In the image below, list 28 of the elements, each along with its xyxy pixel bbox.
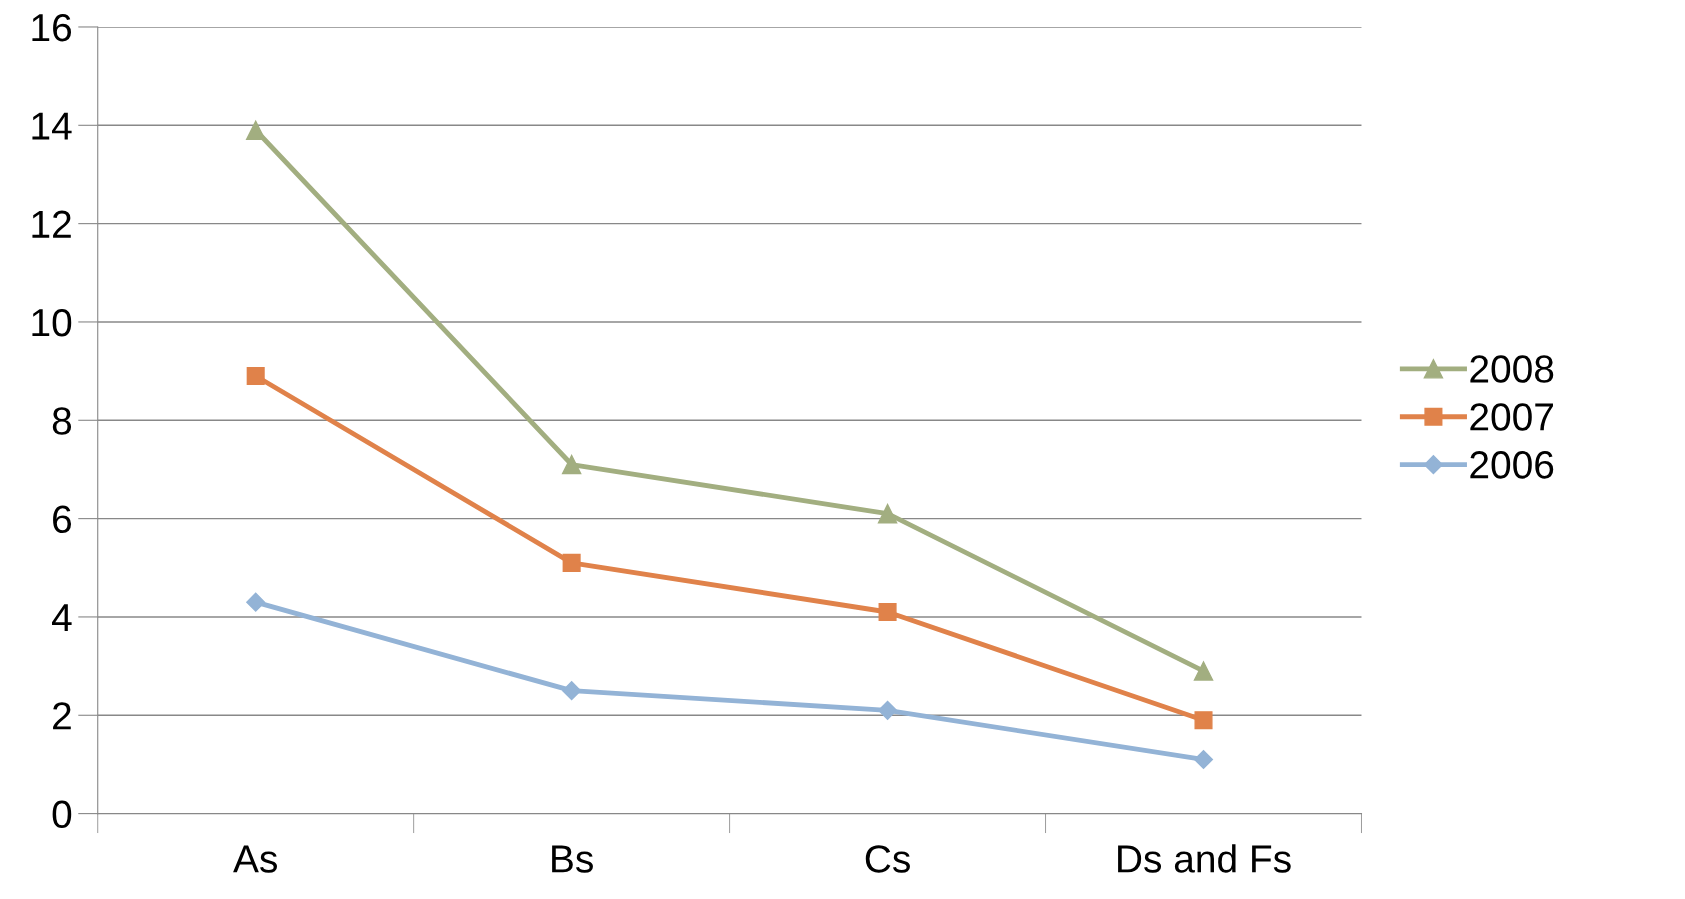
x-tick-label: Ds and Fs <box>1118 844 1291 873</box>
y-tick-label: 0 <box>52 800 72 829</box>
point <box>1193 749 1214 770</box>
point <box>878 700 898 720</box>
y-tick-label: 8 <box>52 407 72 435</box>
x-tick-label: Cs <box>865 845 910 873</box>
point <box>562 553 581 572</box>
y-tick-label: 10 <box>32 308 72 337</box>
point <box>561 454 582 475</box>
legend-label: 2006 <box>1470 451 1554 479</box>
point <box>246 592 266 612</box>
legend-label: 2008 <box>1470 355 1554 383</box>
y-tick-label: 4 <box>52 604 72 632</box>
point <box>246 367 265 386</box>
legend-label: 2007 <box>1470 403 1553 431</box>
point <box>878 602 897 622</box>
point <box>562 681 582 701</box>
y-tick-label: 16 <box>32 13 72 42</box>
point <box>877 503 898 524</box>
x-tick-label: As <box>233 845 277 873</box>
point <box>1194 711 1213 730</box>
x-tick-label: Bs <box>552 845 593 873</box>
point <box>1193 661 1214 681</box>
y-tick-label: 2 <box>53 702 71 730</box>
point <box>245 120 266 140</box>
y-tick-label: 6 <box>53 505 72 534</box>
y-tick-label: 14 <box>32 112 72 140</box>
y-tick-label: 12 <box>32 210 71 238</box>
